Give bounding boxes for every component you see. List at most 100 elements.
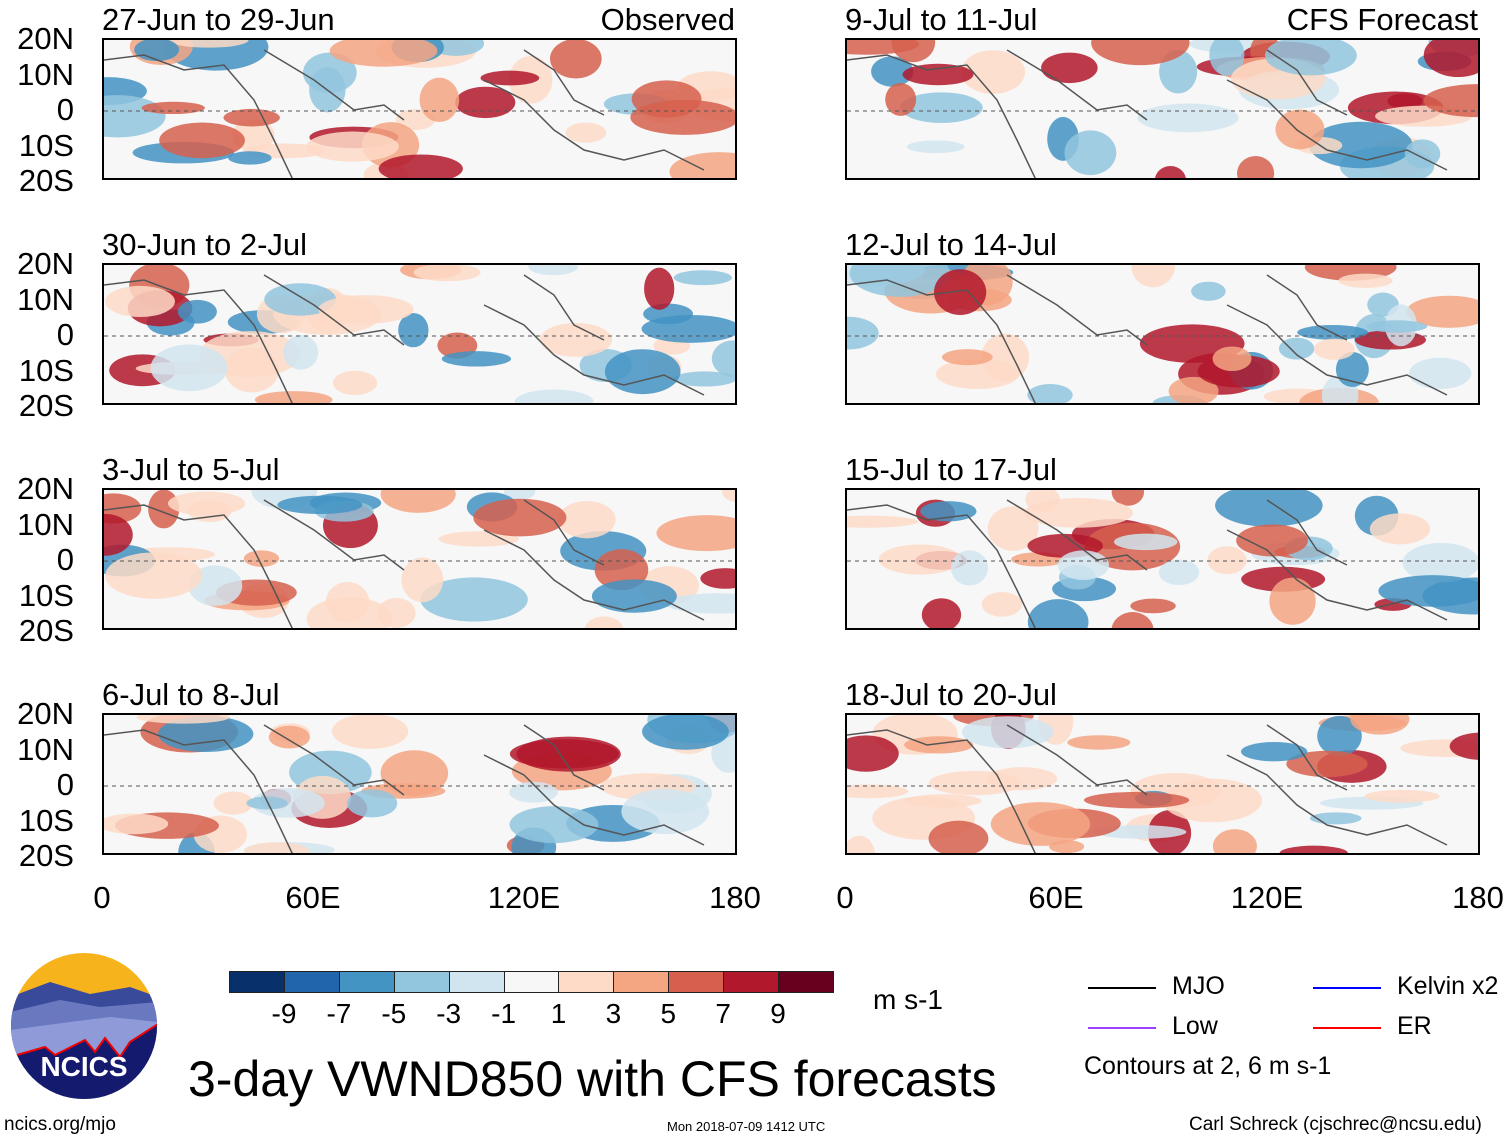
panel-title: 18-Jul to 20-Jul <box>845 677 1057 712</box>
anomaly-blob <box>900 92 983 123</box>
anomaly-blob <box>167 491 246 516</box>
colorbar-label: 3 <box>605 998 622 1029</box>
anomaly-blob <box>847 784 909 799</box>
anomaly-blob <box>990 802 1091 846</box>
coastline <box>104 724 705 853</box>
anomaly-blob <box>1111 490 1145 506</box>
coastline <box>847 49 1448 178</box>
colorbar-swatch <box>778 971 834 993</box>
main-title: 3-day VWND850 with CFS forecasts <box>188 1051 997 1107</box>
anomaly-blob <box>558 500 616 539</box>
lat-label: 10S <box>18 802 74 838</box>
anomaly-blob <box>1308 121 1413 169</box>
legend-line <box>1313 1027 1381 1029</box>
anomaly-blob <box>1408 357 1472 390</box>
anomaly-blob <box>509 806 599 844</box>
anomaly-blob <box>104 813 169 835</box>
lat-label: 20N <box>17 21 74 56</box>
lat-label: 10S <box>18 577 74 613</box>
anomaly-blob <box>920 501 977 522</box>
anomaly-blob <box>1366 320 1428 333</box>
lon-label: 60E <box>1028 880 1084 915</box>
colorbar-label: 9 <box>770 998 786 1029</box>
anomaly-blob <box>1378 575 1478 607</box>
coastline <box>104 274 705 403</box>
anomaly-blob <box>928 770 1022 796</box>
anomaly-blob <box>1236 524 1308 557</box>
anomaly-blob <box>268 725 310 749</box>
lat-label: 10N <box>17 281 74 317</box>
anomaly-blob <box>331 715 409 749</box>
anomaly-blob <box>105 285 175 318</box>
lat-label: 0 <box>56 317 74 352</box>
anomaly-blob <box>1313 338 1355 360</box>
lat-label: 0 <box>56 92 74 127</box>
colorbar-swatch <box>613 971 670 993</box>
coastline <box>847 499 1448 628</box>
coastline <box>847 274 1448 403</box>
colorbar-swatch <box>558 971 615 993</box>
lon-label: 120E <box>487 880 561 915</box>
anomaly-blob <box>1027 599 1089 628</box>
anomaly-blob <box>380 750 449 797</box>
map-panel <box>845 38 1480 180</box>
anomaly-blob <box>1406 295 1478 328</box>
anomaly-blob <box>643 303 693 325</box>
lat-label: 10N <box>17 56 74 92</box>
anomaly-blob <box>136 715 230 724</box>
anomaly-blob <box>665 593 735 614</box>
anomaly-blob <box>413 265 481 282</box>
anomaly-blob <box>656 515 735 552</box>
anomaly-blob <box>1130 598 1176 614</box>
anomaly-blob <box>981 592 1023 617</box>
ncics-logo: NCICS <box>10 952 158 1100</box>
panel-title: 27-Jun to 29-Jun <box>102 2 335 37</box>
anomaly-blob <box>878 544 962 575</box>
anomaly-blob <box>213 791 254 815</box>
anomaly-blob <box>380 490 456 513</box>
anomaly-blob <box>849 265 950 297</box>
anomaly-blob <box>1423 84 1478 118</box>
anomaly-blob <box>1111 612 1154 628</box>
anomaly-blob <box>473 498 567 537</box>
anomaly-blob <box>1041 52 1098 84</box>
anomaly-blob <box>630 99 735 135</box>
anomaly-blob <box>1158 559 1200 586</box>
url-text: ncics.org/mjo <box>4 1114 116 1135</box>
anomaly-blob <box>1269 577 1316 625</box>
colorbar-swatch <box>668 971 725 993</box>
anomaly-blob <box>928 820 989 853</box>
anomaly-blob <box>306 131 399 162</box>
anomaly-blob <box>1064 130 1117 176</box>
legend-line <box>1088 987 1156 989</box>
anomaly-blob <box>104 513 133 556</box>
anomaly-blob <box>885 82 917 116</box>
lat-label: 0 <box>56 767 74 802</box>
colorbar-swatch <box>503 971 560 993</box>
legend-label: Kelvin x2 <box>1397 972 1499 1000</box>
anomaly-blob <box>1212 829 1257 853</box>
anomaly-blob <box>1215 490 1323 527</box>
lon-label: 180 <box>1452 880 1504 915</box>
anomaly-blob <box>961 50 1026 94</box>
anomaly-blob <box>1237 156 1275 178</box>
anomaly-blob <box>141 101 205 115</box>
anomaly-blob <box>105 552 203 599</box>
anomaly-blob <box>935 359 1019 390</box>
colorbar-label: -1 <box>491 998 517 1029</box>
anomaly-blob <box>455 86 516 119</box>
anomaly-blob <box>243 842 310 853</box>
map-panel <box>102 263 737 405</box>
legend-label: Low <box>1172 1012 1218 1040</box>
map-panel <box>102 713 737 855</box>
anomaly-blob <box>228 151 272 165</box>
anomaly-blob <box>283 335 319 370</box>
anomaly-blob <box>1423 40 1478 77</box>
anomaly-blob <box>303 52 357 93</box>
anomaly-blob <box>904 736 974 754</box>
colorbar-units: m s-1 <box>873 984 943 1015</box>
anomaly-blob <box>584 616 624 628</box>
anomaly-blob <box>1404 139 1441 169</box>
anomaly-blob <box>1067 735 1131 750</box>
anomaly-blob <box>514 389 594 403</box>
